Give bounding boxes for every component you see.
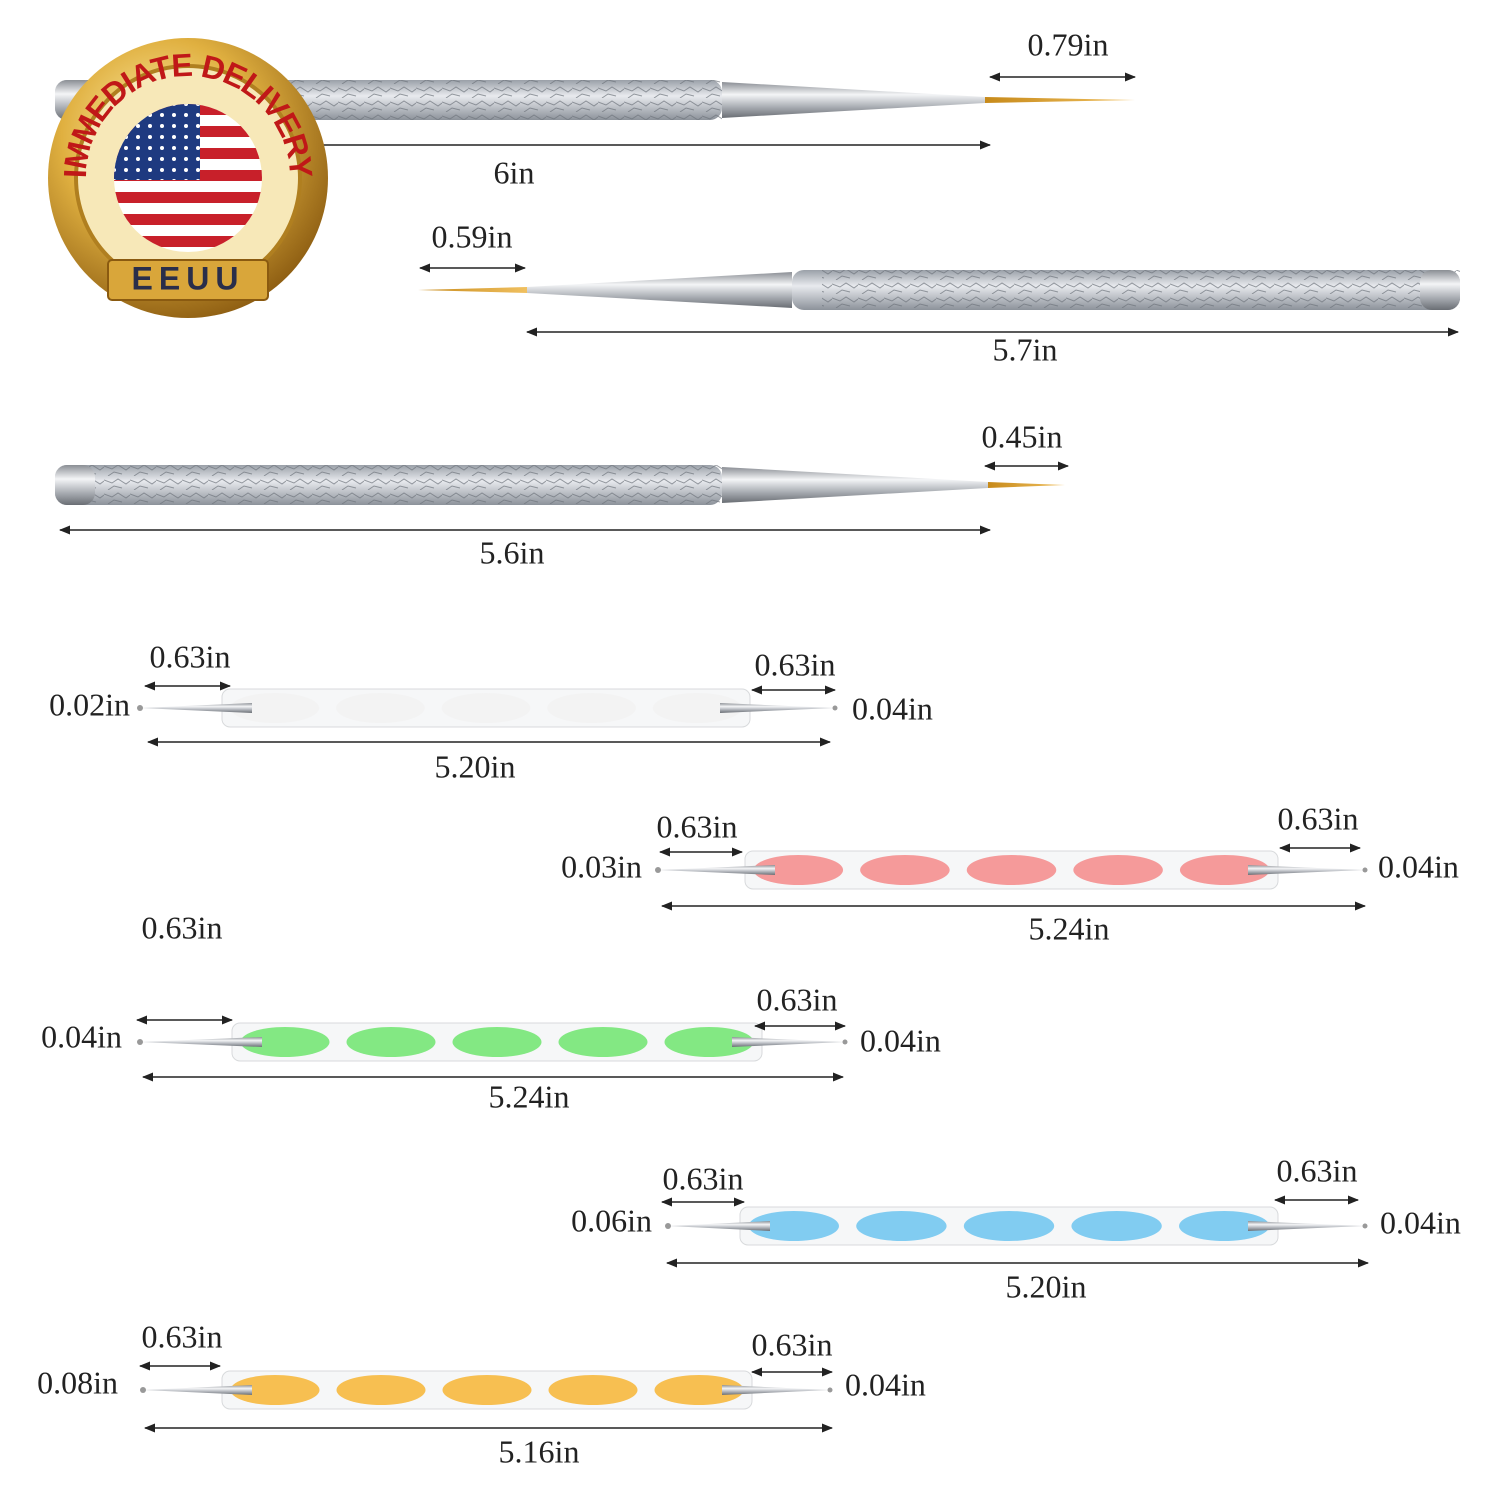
tool-twist [230,1375,320,1405]
tool-twist [548,1375,638,1405]
dimension-label: 0.06in [571,1202,652,1238]
tool-twist [336,1375,426,1405]
dimension-label: 5.20in [435,748,516,784]
dimension-label: 5.16in [499,1433,580,1469]
badge: IMMEDIATE DELIVERY EEUU [48,38,328,318]
dimension-label: 0.04in [860,1022,941,1058]
tool-left-tip [668,1221,770,1231]
brush-cap [1420,270,1460,310]
tool-ball [137,1039,143,1045]
brush-ferrule [722,467,988,503]
brush-bristle [988,482,1065,488]
tool-twist [1071,1211,1162,1241]
tool-ball [655,867,661,873]
tool-twist [558,1027,648,1057]
dimension-label: 0.63in [1277,1152,1358,1188]
tool-twist [856,1211,947,1241]
dimension-label: 5.6in [480,534,545,570]
brush-texture [822,270,1460,310]
tool-twist [652,693,742,723]
tool-ball [827,1387,833,1393]
dimension-label: 5.24in [1029,910,1110,946]
tool-twist [547,693,636,723]
brush-cap [55,465,95,505]
brush-bristle [418,287,527,293]
tool-right-tip [1248,865,1365,875]
badge-bottom-text: EEUU [132,260,245,296]
tool-ball [140,1387,146,1393]
tool-twist [1179,855,1270,885]
dimension-label: 0.63in [142,909,223,945]
dimension-label: 0.63in [150,638,231,674]
dimension-label: 0.63in [1278,800,1359,836]
tool-left-tip [140,703,252,713]
tool-ball [665,1223,671,1229]
badge-plate [107,259,269,301]
tool-twist [230,693,320,723]
tool-twist [1073,855,1163,885]
dimension-label: 0.63in [663,1160,744,1196]
dimension-label: 5.24in [489,1078,570,1114]
tool-left-tip [143,1385,252,1395]
brush-bristle [985,97,1135,103]
tool-left-tip [140,1037,262,1047]
tool-right-tip [732,1037,845,1047]
tool-ball [1362,1223,1368,1229]
tool-twist [336,693,425,723]
dimension-label: 6in [494,154,535,190]
tool-twist [860,855,950,885]
tool-twist [753,855,844,885]
tool-right-tip [1248,1221,1365,1231]
dimension-label: 0.45in [982,418,1063,454]
tool-twist [664,1027,754,1057]
dimension-label: 0.63in [755,646,836,682]
tool-left-tip [658,865,775,875]
dimension-label: 0.04in [852,690,933,726]
tool-twist [748,1211,839,1241]
brush-texture [85,465,722,505]
brush-ferrule [527,272,792,308]
dimension-label: 0.04in [41,1018,122,1054]
tool-twist [963,1211,1055,1241]
tool-ball [842,1039,848,1045]
tool-ball [137,705,143,711]
dimension-label: 0.79in [1028,26,1109,62]
brush-ferrule [722,82,985,118]
dimension-label: 0.04in [1378,848,1459,884]
tools: 0.79in 6in 0.59in 5.7in 0.45in 5.6in 0.63in 0.6… [37,26,1461,1469]
tool-twist [654,1375,744,1405]
tool-twist [346,1027,436,1057]
dimension-label: 0.63in [752,1326,833,1362]
tool-right-tip [720,703,835,713]
tool-twist [452,1027,542,1057]
dimension-label: 0.63in [757,981,838,1017]
dimension-label: 0.02in [49,686,130,722]
dimension-label: 0.59in [432,218,513,254]
tool-twist [441,693,531,723]
tool-twist [442,1375,532,1405]
tool-twist [966,855,1057,885]
dimension-label: 0.03in [561,848,642,884]
tool-twist [1179,1211,1270,1241]
dimension-label: 0.04in [1380,1204,1461,1240]
tool-ball [832,705,838,711]
dimension-label: 5.7in [993,331,1058,367]
dimension-label: 0.63in [142,1318,223,1354]
tool-ball [1362,867,1368,873]
dimension-label: 0.08in [37,1364,118,1400]
dimension-label: 0.63in [657,808,738,844]
tool-right-tip [722,1385,830,1395]
dimension-label: 5.20in [1006,1268,1087,1304]
tool-twist [240,1027,330,1057]
dimension-label: 0.04in [845,1366,926,1402]
